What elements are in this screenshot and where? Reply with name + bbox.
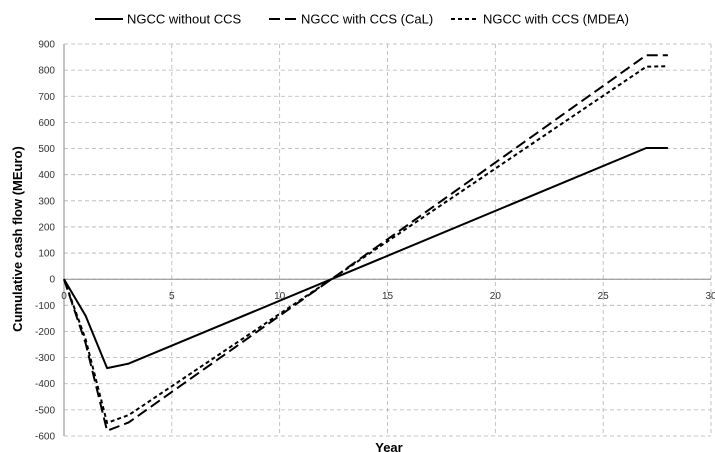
y-tick-label: 800 [38, 66, 55, 77]
x-tick-label: 0 [61, 291, 67, 302]
legend: NGCC without CCS NGCC with CCS (CaL) NGCC … [95, 12, 629, 27]
series-line-2 [63, 54, 668, 432]
y-tick-label: -200 [35, 327, 55, 338]
x-tick-label: 25 [598, 291, 610, 302]
y-tick-label: 500 [38, 144, 55, 155]
y-tick-label: 0 [49, 275, 55, 286]
x-tick-label: 5 [169, 291, 175, 302]
y-tick-label: -300 [35, 353, 55, 364]
x-tick-label: 20 [490, 291, 502, 302]
y-tick-label: 700 [38, 92, 55, 103]
y-tick-label: 900 [38, 40, 55, 51]
axes [63, 44, 711, 436]
y-tick-label: 400 [38, 170, 55, 181]
legend-label-3: NGCC with CCS (MDEA) [483, 12, 629, 27]
y-tick-label: -400 [35, 379, 55, 390]
y-tick-label: -600 [35, 432, 55, 443]
series-line-3 [63, 65, 668, 424]
y-tick-label: -500 [35, 405, 55, 416]
tick-labels: 9008007006005004003002001000-100-200-300… [35, 40, 715, 443]
y-axis-title: Cumulative cash flow (MEuro) [10, 146, 25, 332]
y-tick-label: 300 [38, 196, 55, 207]
x-tick-label: 15 [382, 291, 394, 302]
y-tick-label: 100 [38, 249, 55, 260]
x-tick-label: 30 [705, 291, 715, 302]
y-tick-label: 600 [38, 118, 55, 129]
x-axis-title: Year [375, 440, 402, 452]
y-tick-label: 200 [38, 222, 55, 233]
x-tick-label: 10 [274, 291, 286, 302]
legend-label-1: NGCC without CCS [127, 12, 241, 27]
y-tick-label: -100 [35, 301, 55, 312]
series-line-1 [63, 147, 668, 370]
legend-label-2: NGCC with CCS (CaL) [301, 12, 433, 27]
series-lines [63, 54, 668, 432]
